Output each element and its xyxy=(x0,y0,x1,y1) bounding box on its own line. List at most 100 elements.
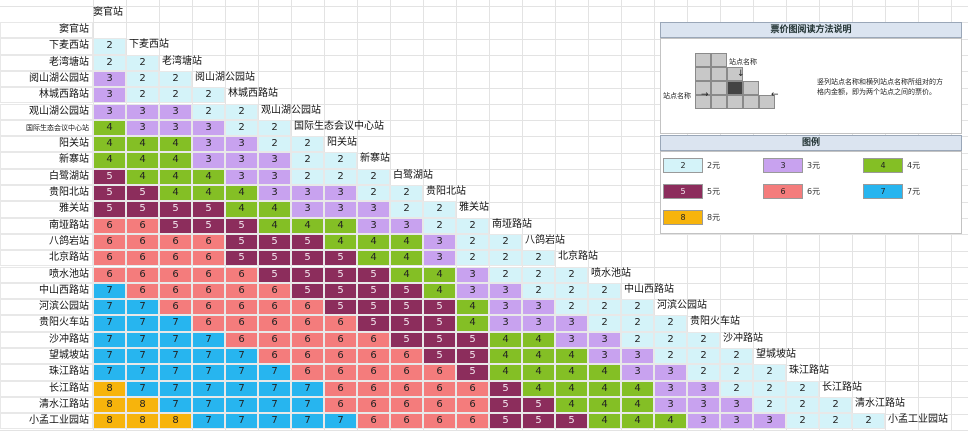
fare-cell: 8 xyxy=(93,380,126,397)
fare-cell: 6 xyxy=(357,413,390,430)
fare-cell: 4 xyxy=(93,119,126,137)
fare-cell: 2 xyxy=(720,348,753,365)
fare-cell: 6 xyxy=(225,282,258,300)
fare-cell: 6 xyxy=(258,315,291,332)
fare-cell: 2 xyxy=(654,331,687,348)
fare-cell: 3 xyxy=(522,299,555,316)
fare-cell: 2 xyxy=(819,413,852,430)
fare-cell: 2 xyxy=(588,315,621,332)
fare-cell: 6 xyxy=(192,233,225,251)
howto-title: 票价图阅读方法说明 xyxy=(660,22,962,38)
fare-cell: 6 xyxy=(324,380,357,397)
fare-cell: 2 xyxy=(126,70,159,88)
fare-cell: 2 xyxy=(621,299,654,316)
fare-cell: 6 xyxy=(258,331,291,348)
fare-cell: 7 xyxy=(258,380,291,397)
fare-cell: 4 xyxy=(588,364,621,381)
fare-cell: 4 xyxy=(423,266,456,283)
fare-cell: 6 xyxy=(390,413,423,430)
fare-cell: 4 xyxy=(225,185,258,202)
fare-cell: 5 xyxy=(291,233,324,251)
fare-cell: 6 xyxy=(126,250,159,267)
diagonal-station-label: 贵阳北站 xyxy=(426,186,466,197)
fare-cell: 5 xyxy=(456,364,489,381)
fare-cell: 7 xyxy=(225,396,258,414)
fare-cell: 5 xyxy=(225,217,258,234)
row-station-label: 喷水池站 xyxy=(0,266,93,283)
fare-cell: 3 xyxy=(456,266,489,283)
fare-cell: 2 xyxy=(687,364,720,381)
fare-cell: 4 xyxy=(126,152,159,169)
fare-cell: 6 xyxy=(291,299,324,316)
diagonal-station-label: 北京路站 xyxy=(558,251,598,263)
fare-cell: 6 xyxy=(324,396,357,414)
legend-label: 7元 xyxy=(907,187,921,196)
diagonal-station-label: 观山湖公园站 xyxy=(261,104,321,116)
fare-cell: 2 xyxy=(456,250,489,267)
fare-cell: 4 xyxy=(621,413,654,430)
fare-cell: 7 xyxy=(126,315,159,332)
fare-cell: 3 xyxy=(126,119,159,137)
legend-label: 2元 xyxy=(707,161,721,170)
fare-cell: 4 xyxy=(357,233,390,251)
fare-cell: 2 xyxy=(192,87,225,104)
fare-cell: 3 xyxy=(93,87,126,104)
diagonal-station-label: 国际生态会议中心站 xyxy=(294,120,384,132)
fare-cell: 6 xyxy=(423,380,456,397)
fare-cell: 5 xyxy=(93,201,126,218)
fare-cell: 4 xyxy=(522,380,555,397)
fare-cell: 3 xyxy=(687,396,720,414)
fare-cell: 4 xyxy=(423,282,456,300)
fare-cell: 3 xyxy=(192,119,225,137)
fare-cell: 7 xyxy=(126,364,159,381)
fare-cell: 4 xyxy=(456,299,489,316)
fare-cell: 7 xyxy=(126,380,159,397)
fare-cell: 5 xyxy=(357,299,390,316)
fare-cell: 6 xyxy=(324,364,357,381)
fare-cell: 6 xyxy=(159,299,192,316)
fare-cell: 6 xyxy=(225,315,258,332)
fare-cell: 3 xyxy=(225,136,258,153)
fare-cell: 6 xyxy=(126,282,159,300)
fare-cell: 3 xyxy=(357,217,390,234)
fare-cell: 2 xyxy=(753,396,786,414)
fare-cell: 4 xyxy=(291,217,324,234)
fare-cell: 2 xyxy=(555,282,588,300)
fare-cell: 7 xyxy=(192,413,225,430)
fare-cell: 7 xyxy=(93,315,126,332)
fare-cell: 4 xyxy=(324,233,357,251)
fare-cell: 6 xyxy=(291,331,324,348)
row-station-label: 老湾塘站 xyxy=(0,54,93,71)
row-station-label: 白鹭湖站 xyxy=(0,168,93,185)
fare-cell: 6 xyxy=(258,348,291,365)
fare-cell: 6 xyxy=(324,348,357,365)
fare-cell: 2 xyxy=(126,54,159,71)
fare-cell: 6 xyxy=(192,315,225,332)
row-station-label: 长江路站 xyxy=(0,380,93,397)
fare-cell: 4 xyxy=(555,364,588,381)
fare-cell: 4 xyxy=(621,396,654,414)
fare-cell: 3 xyxy=(588,331,621,348)
fare-cell: 3 xyxy=(621,364,654,381)
row-station-label: 雅关站 xyxy=(0,201,93,218)
legend-swatch: 7 xyxy=(863,184,903,199)
fare-cell: 7 xyxy=(225,413,258,430)
fare-cell: 2 xyxy=(423,217,456,234)
fare-cell: 3 xyxy=(225,168,258,185)
legend-label: 5元 xyxy=(707,187,721,196)
fare-cell: 7 xyxy=(258,396,291,414)
fare-cell: 5 xyxy=(192,201,225,218)
fare-cell: 7 xyxy=(159,331,192,348)
station-label-top: 窦官站 xyxy=(93,7,123,18)
row-station-label: 珠江路站 xyxy=(0,364,93,381)
fare-cell: 7 xyxy=(258,413,291,430)
annot-left: 站点名称 xyxy=(663,92,691,100)
fare-cell: 4 xyxy=(489,331,522,348)
fare-cell: 2 xyxy=(225,103,258,120)
fare-cell: 7 xyxy=(225,348,258,365)
fare-cell: 2 xyxy=(456,217,489,234)
fare-cell: 5 xyxy=(159,217,192,234)
fare-cell: 5 xyxy=(324,250,357,267)
diagonal-station-label: 老湾塘站 xyxy=(162,55,202,67)
fare-cell: 6 xyxy=(126,233,159,251)
